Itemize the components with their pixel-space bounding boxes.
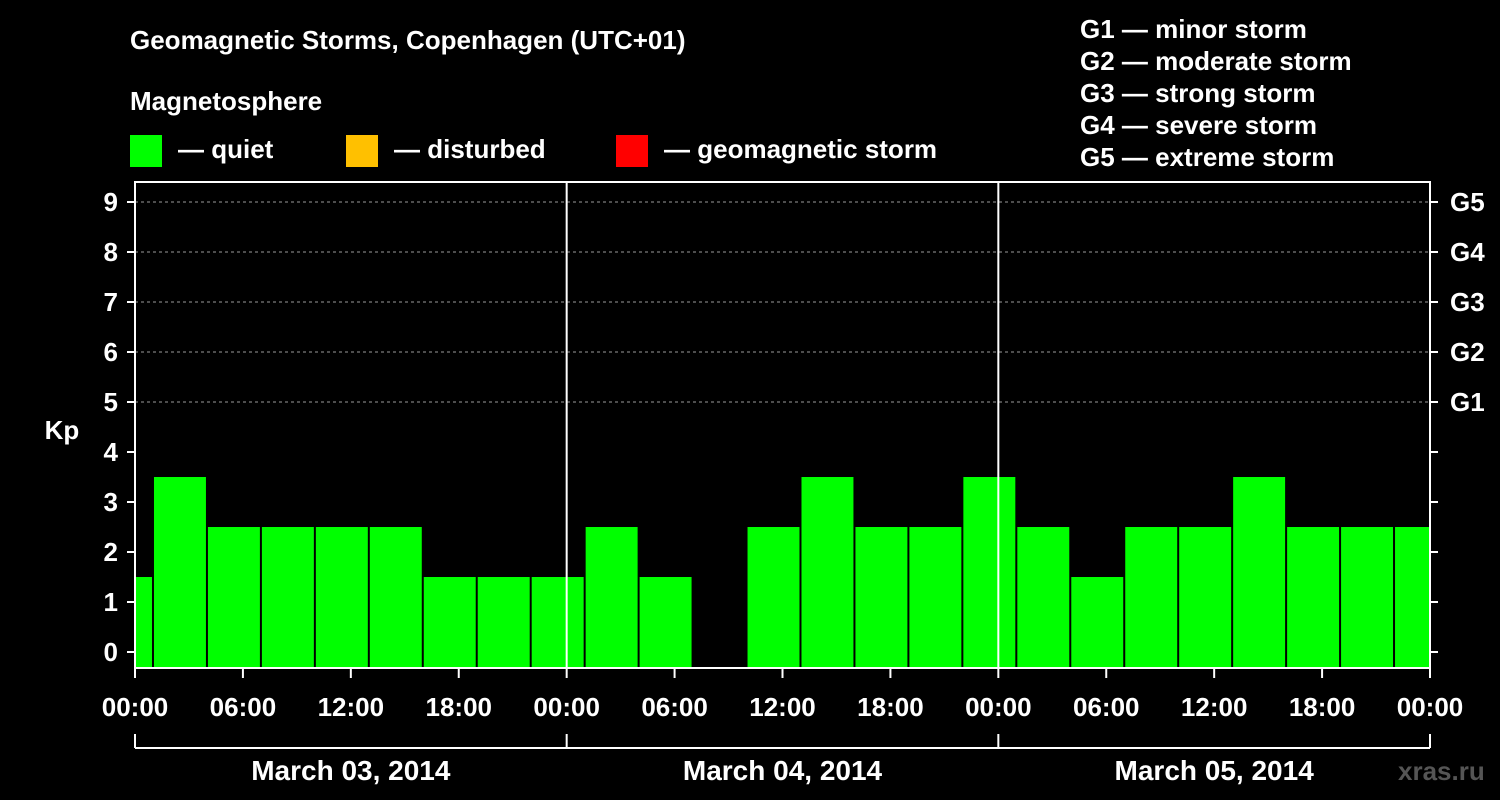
y-tick-label-1: 1 bbox=[104, 587, 118, 617]
x-tick-label-1: 06:00 bbox=[210, 692, 277, 722]
kp-bar-6 bbox=[423, 577, 476, 668]
storm-level-label-G1: G1 bbox=[1450, 387, 1485, 417]
y-tick-label-2: 2 bbox=[104, 537, 118, 567]
kp-bar-13 bbox=[801, 477, 854, 668]
x-tick-label-5: 06:00 bbox=[641, 692, 708, 722]
y-tick-label-4: 4 bbox=[104, 437, 119, 467]
legend-label-disturbed: — disturbed bbox=[394, 134, 546, 164]
storm-scale-g4: G4 — severe storm bbox=[1080, 110, 1318, 140]
legend-label-quiet: — quiet bbox=[178, 134, 274, 164]
legend-swatch-quiet bbox=[130, 135, 162, 167]
x-tick-label-4: 00:00 bbox=[533, 692, 600, 722]
x-tick-label-8: 00:00 bbox=[965, 692, 1032, 722]
kp-bar-15 bbox=[909, 527, 962, 668]
kp-bar-10 bbox=[639, 577, 692, 668]
kp-bar-20 bbox=[1179, 527, 1232, 668]
kp-bar-0 bbox=[136, 577, 152, 668]
kp-bar-12 bbox=[747, 527, 800, 668]
kp-bar-9 bbox=[585, 527, 638, 668]
storm-level-label-G3: G3 bbox=[1450, 287, 1485, 317]
kp-bar-3 bbox=[261, 527, 314, 668]
x-tick-label-12: 00:00 bbox=[1397, 692, 1464, 722]
kp-bar-18 bbox=[1071, 577, 1124, 668]
kp-bar-7 bbox=[477, 577, 530, 668]
kp-bar-22 bbox=[1287, 527, 1340, 668]
kp-bar-4 bbox=[315, 527, 368, 668]
storm-scale-g5: G5 — extreme storm bbox=[1080, 142, 1335, 172]
x-tick-label-10: 12:00 bbox=[1181, 692, 1248, 722]
day-label-0: March 03, 2014 bbox=[251, 755, 451, 786]
y-axis-label: Kp bbox=[45, 415, 80, 445]
kp-bar-1 bbox=[153, 477, 206, 668]
y-tick-label-5: 5 bbox=[104, 387, 118, 417]
legend-swatch-storm bbox=[616, 135, 648, 167]
y-tick-label-0: 0 bbox=[104, 637, 118, 667]
y-tick-label-8: 8 bbox=[104, 237, 118, 267]
x-tick-label-7: 18:00 bbox=[857, 692, 924, 722]
kp-bar-21 bbox=[1233, 477, 1286, 668]
day-label-1: March 04, 2014 bbox=[683, 755, 883, 786]
legend-heading: Magnetosphere bbox=[130, 86, 323, 116]
day-label-2: March 05, 2014 bbox=[1115, 755, 1315, 786]
kp-bar-8 bbox=[531, 577, 584, 668]
kp-bar-19 bbox=[1125, 527, 1178, 668]
storm-scale-g1: G1 — minor storm bbox=[1080, 14, 1307, 44]
storm-scale-g2: G2 — moderate storm bbox=[1080, 46, 1352, 76]
x-tick-label-2: 12:00 bbox=[318, 692, 385, 722]
legend-label-storm: — geomagnetic storm bbox=[664, 134, 938, 164]
x-tick-label-11: 18:00 bbox=[1289, 692, 1356, 722]
storm-level-label-G2: G2 bbox=[1450, 337, 1485, 367]
y-tick-label-6: 6 bbox=[104, 337, 118, 367]
legend-swatch-disturbed bbox=[346, 135, 378, 167]
kp-bar-23 bbox=[1341, 527, 1394, 668]
kp-bar-17 bbox=[1017, 527, 1070, 668]
watermark: xras.ru bbox=[1398, 756, 1485, 786]
x-tick-label-0: 00:00 bbox=[102, 692, 169, 722]
kp-bar-24 bbox=[1395, 527, 1429, 668]
kp-bar-5 bbox=[369, 527, 422, 668]
x-tick-label-6: 12:00 bbox=[749, 692, 816, 722]
kp-bar-14 bbox=[855, 527, 908, 668]
storm-scale-g3: G3 — strong storm bbox=[1080, 78, 1316, 108]
y-tick-label-3: 3 bbox=[104, 487, 118, 517]
kp-bar-2 bbox=[207, 527, 260, 668]
x-tick-label-9: 06:00 bbox=[1073, 692, 1140, 722]
chart-title: Geomagnetic Storms, Copenhagen (UTC+01) bbox=[130, 25, 686, 55]
storm-level-label-G4: G4 bbox=[1450, 237, 1485, 267]
storm-level-label-G5: G5 bbox=[1450, 187, 1485, 217]
x-tick-label-3: 18:00 bbox=[426, 692, 493, 722]
kp-bar-16 bbox=[963, 477, 1016, 668]
y-tick-label-7: 7 bbox=[104, 287, 118, 317]
y-tick-label-9: 9 bbox=[104, 187, 118, 217]
